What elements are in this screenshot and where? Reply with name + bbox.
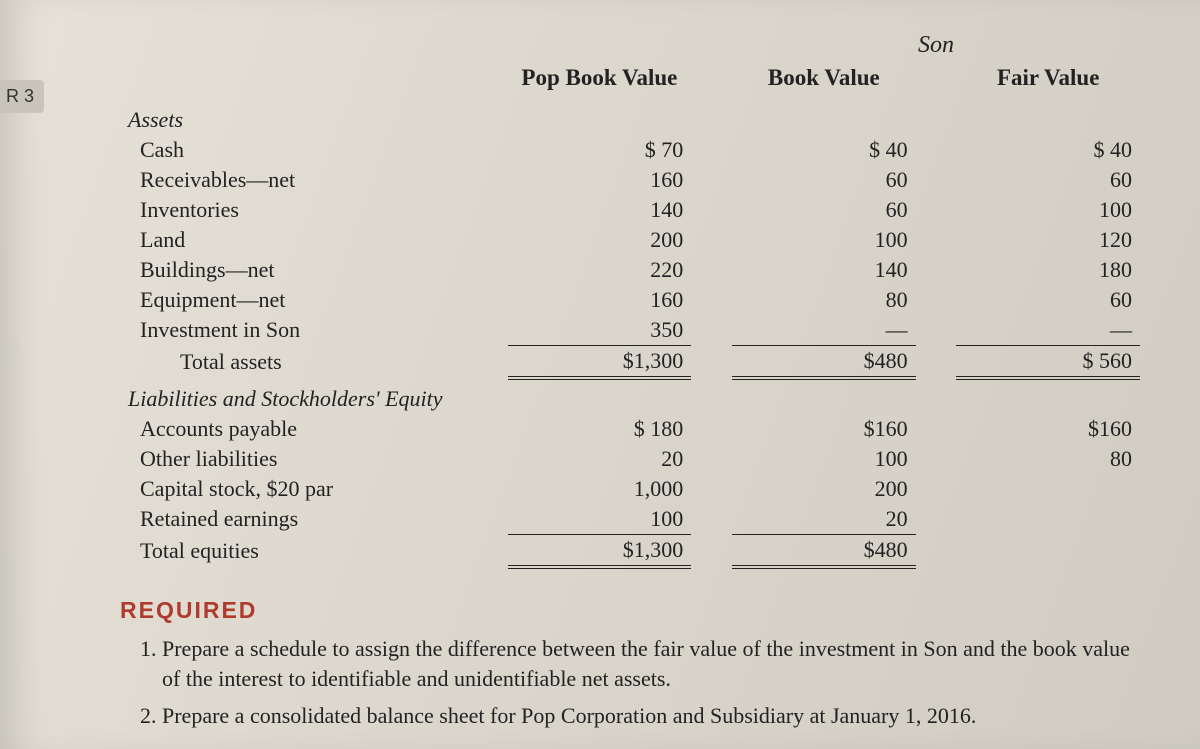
- cell-value: 100: [508, 504, 692, 535]
- cell-value: 200: [732, 474, 916, 504]
- table-row: Total assets $1,300 $480 $ 560: [120, 346, 1140, 379]
- assets-section-header: Assets: [120, 101, 1140, 135]
- cell-value: 200: [508, 225, 692, 255]
- cell-value: 100: [732, 225, 916, 255]
- cell-value: 180: [956, 255, 1140, 285]
- table-row: Receivables—net 160 60 60: [120, 165, 1140, 195]
- cell-value: 140: [732, 255, 916, 285]
- cell-value: $ 180: [508, 414, 692, 444]
- required-item: Prepare a schedule to assign the differe…: [162, 634, 1140, 693]
- row-label: Other liabilities: [120, 444, 508, 474]
- cell-total: $480: [732, 535, 916, 568]
- cell-value: 1,000: [508, 474, 692, 504]
- row-label: Capital stock, $20 par: [120, 474, 508, 504]
- table-row: Investment in Son 350 — —: [120, 315, 1140, 346]
- row-label: Cash: [120, 135, 508, 165]
- col-son-book-value: Book Value: [732, 63, 916, 101]
- row-label: Receivables—net: [120, 165, 508, 195]
- financial-table-wrap: Son Pop Book Value Book Value Fair Value…: [120, 30, 1140, 569]
- cell-value: [956, 504, 1140, 535]
- cell-total: $ 560: [956, 346, 1140, 379]
- cell-total: $480: [732, 346, 916, 379]
- cell-value: 60: [956, 165, 1140, 195]
- cell-value: 100: [732, 444, 916, 474]
- liabilities-title: Liabilities and Stockholders' Equity: [120, 378, 1140, 414]
- cell-value: [956, 474, 1140, 504]
- table-row: Cash $ 70 $ 40 $ 40: [120, 135, 1140, 165]
- cell-value: 120: [956, 225, 1140, 255]
- cell-value: 80: [732, 285, 916, 315]
- row-label: Total equities: [120, 535, 508, 568]
- row-label: Retained earnings: [120, 504, 508, 535]
- row-label: Total assets: [120, 346, 508, 379]
- financial-table: Son Pop Book Value Book Value Fair Value…: [120, 30, 1140, 569]
- cell-value: 60: [956, 285, 1140, 315]
- table-row: Inventories 140 60 100: [120, 195, 1140, 225]
- cell-value: 60: [732, 165, 916, 195]
- required-heading: REQUIRED: [120, 597, 1140, 624]
- cell-value: 160: [508, 165, 692, 195]
- row-label: Investment in Son: [120, 315, 508, 346]
- table-row: Retained earnings 100 20: [120, 504, 1140, 535]
- table-row: Land 200 100 120: [120, 225, 1140, 255]
- cell-value: $160: [732, 414, 916, 444]
- table-row: Accounts payable $ 180 $160 $160: [120, 414, 1140, 444]
- liabilities-section-header: Liabilities and Stockholders' Equity: [120, 378, 1140, 414]
- row-label: Equipment—net: [120, 285, 508, 315]
- cell-value: 220: [508, 255, 692, 285]
- cell-value: 20: [732, 504, 916, 535]
- cell-value: 20: [508, 444, 692, 474]
- cell-value: 350: [508, 315, 692, 346]
- col-son-fair-value: Fair Value: [956, 63, 1140, 101]
- row-label: Land: [120, 225, 508, 255]
- table-row: Total equities $1,300 $480: [120, 535, 1140, 568]
- cell-value: $ 40: [732, 135, 916, 165]
- chapter-tab: R 3: [0, 80, 44, 113]
- table-row: Other liabilities 20 100 80: [120, 444, 1140, 474]
- cell-value: $ 40: [956, 135, 1140, 165]
- page: R 3 Son Pop Book Value: [0, 0, 1200, 749]
- required-list: Prepare a schedule to assign the differe…: [120, 634, 1140, 731]
- cell-value: $ 70: [508, 135, 692, 165]
- row-label: Accounts payable: [120, 414, 508, 444]
- assets-title: Assets: [120, 101, 1140, 135]
- col-pop-book-value: Pop Book Value: [508, 63, 692, 101]
- cell-value: [956, 535, 1140, 568]
- cell-total: $1,300: [508, 535, 692, 568]
- required-item: Prepare a consolidated balance sheet for…: [162, 701, 1140, 731]
- cell-value: 140: [508, 195, 692, 225]
- cell-value: 160: [508, 285, 692, 315]
- table-row: Capital stock, $20 par 1,000 200: [120, 474, 1140, 504]
- row-label: Buildings—net: [120, 255, 508, 285]
- cell-value: —: [956, 315, 1140, 346]
- row-label: Inventories: [120, 195, 508, 225]
- cell-value: $160: [956, 414, 1140, 444]
- son-super-header: Son: [732, 30, 1140, 63]
- cell-value: 60: [732, 195, 916, 225]
- cell-value: —: [732, 315, 916, 346]
- cell-value: 80: [956, 444, 1140, 474]
- cell-total: $1,300: [508, 346, 692, 379]
- cell-value: 100: [956, 195, 1140, 225]
- table-row: Equipment—net 160 80 60: [120, 285, 1140, 315]
- table-row: Buildings—net 220 140 180: [120, 255, 1140, 285]
